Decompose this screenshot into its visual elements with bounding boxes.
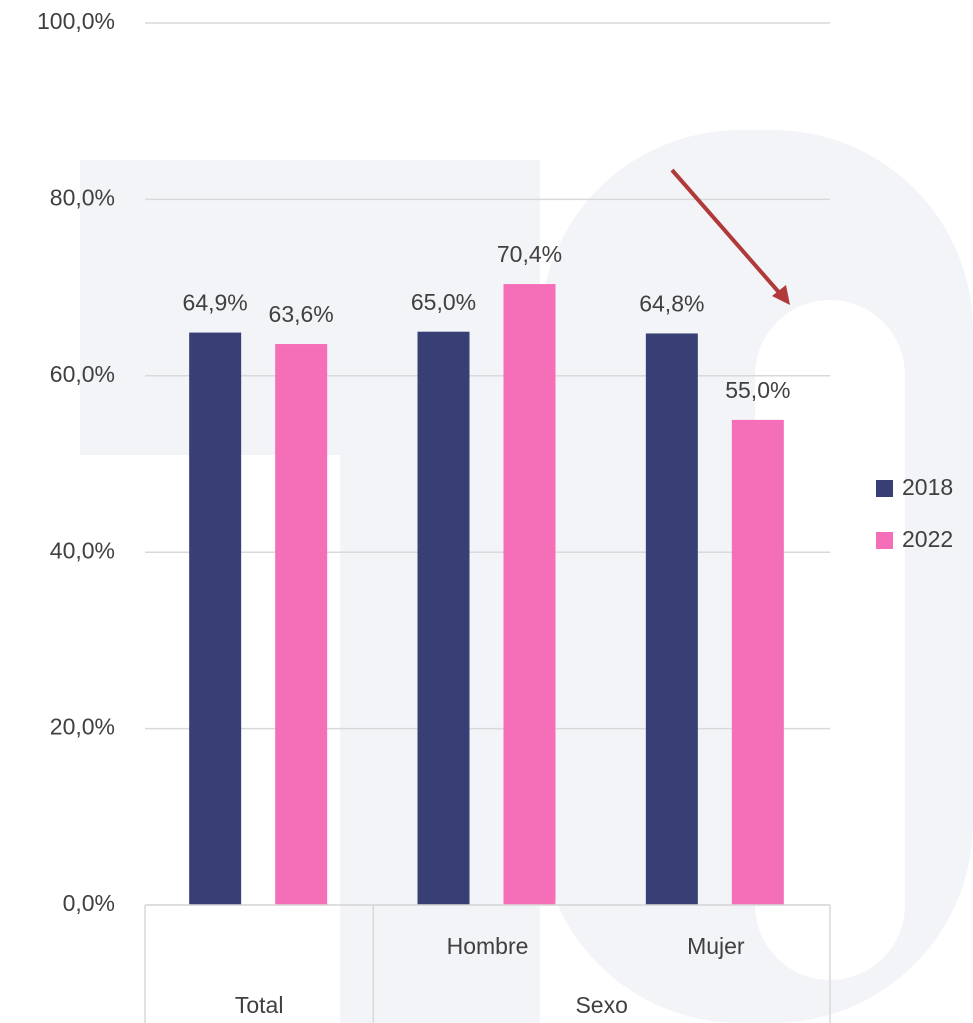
y-tick-label: 40,0% [50,537,115,563]
data-label: 64,9% [183,290,248,316]
data-label: 70,4% [497,241,562,267]
annotation-arrow [670,168,785,299]
x-tick-label: Mujer [687,933,745,959]
group-label: Sexo [575,992,627,1018]
legend-label: 2018 [902,474,953,500]
bar [645,333,698,905]
y-tick-label: 20,0% [50,714,115,740]
data-label: 55,0% [725,377,790,403]
x-tick-label: Hombre [447,933,529,959]
y-tick-label: 80,0% [50,184,115,210]
legend-swatch [876,480,893,497]
data-label: 65,0% [411,289,476,315]
data-label: 64,8% [639,291,704,317]
bar [417,331,470,905]
bar [275,344,328,906]
data-label: 63,6% [269,301,334,327]
legend-swatch [876,532,893,549]
bar [189,332,242,905]
y-tick-label: 0,0% [63,890,115,916]
annotation-arrowhead [772,285,790,305]
watermark-hole [755,300,905,980]
group-label: Total [235,992,284,1018]
bar [503,284,556,905]
bar [731,419,784,905]
y-tick-label: 100,0% [37,8,115,34]
y-tick-label: 60,0% [50,361,115,387]
legend-label: 2022 [902,526,953,552]
